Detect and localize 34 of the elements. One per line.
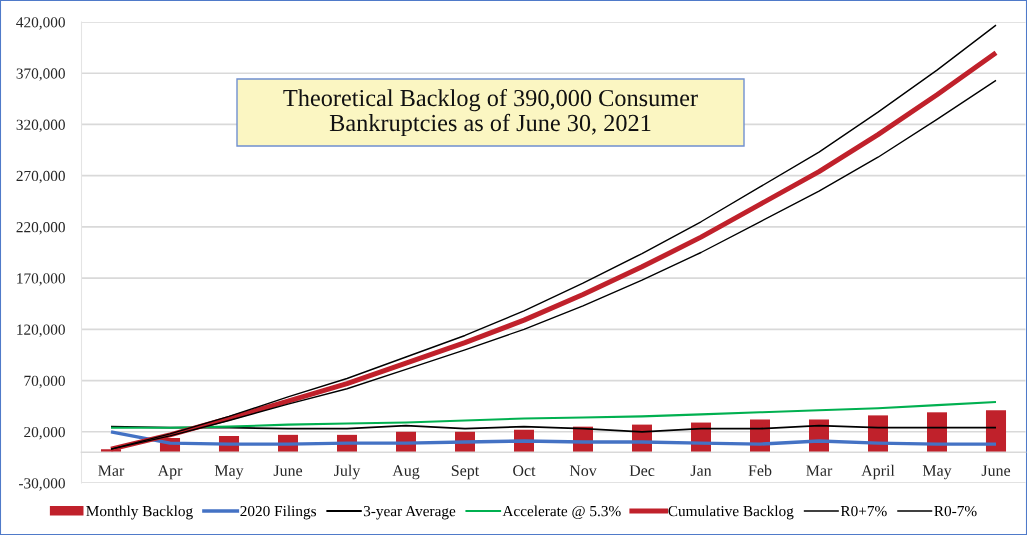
y-tick-label: 220,000 (16, 222, 65, 235)
y-tick-label: 420,000 (16, 17, 65, 30)
y-tick-label: 320,000 (16, 119, 65, 133)
y-tick-label: 270,000 (16, 170, 65, 184)
x-tick-label: April (861, 464, 895, 480)
y-tick-label: 70,000 (24, 375, 65, 389)
x-tick-label: Dec (629, 465, 655, 477)
x-tick-label: Sept (451, 465, 480, 480)
x-tick-label: Jan (690, 465, 712, 477)
y-tick-label: -30,000 (19, 478, 65, 491)
legend-label: 3-year Average (363, 506, 456, 520)
x-tick-label: Apr (157, 465, 183, 480)
x-tick-label: Nov (569, 465, 597, 477)
legend-label: R0+7% (840, 505, 887, 517)
x-tick-label: June (273, 465, 303, 477)
y-tick-label: 120,000 (17, 324, 65, 337)
x-tick-label: Mar (806, 465, 833, 477)
y-tick-label: 20,000 (24, 426, 65, 440)
text: Theoretical Backlog of 390,000 Consumer Bankruptcies as of June 30, 2021 (283, 88, 698, 137)
legend-label: R0-7% (934, 505, 977, 517)
legend-label: Cumulative Backlog (668, 505, 794, 520)
x-tick-label: May (922, 465, 952, 480)
legend-label: Monthly Backlog (86, 505, 193, 520)
y-tick-label: 370,000 (16, 68, 65, 81)
x-tick-label: Mar (98, 465, 125, 477)
x-tick-label: Feb (748, 464, 772, 477)
x-tick-label: July (334, 464, 361, 480)
x-tick-label: Oct (513, 465, 536, 477)
x-tick-label: Aug (392, 465, 420, 480)
x-tick-label: June (981, 465, 1011, 477)
legend-label: 2020 Filings (240, 505, 317, 520)
y-tick-label: 170,000 (17, 273, 65, 286)
legend-label: Accelerate @ 5.3% (502, 505, 621, 520)
x-tick-label: May (214, 465, 244, 480)
